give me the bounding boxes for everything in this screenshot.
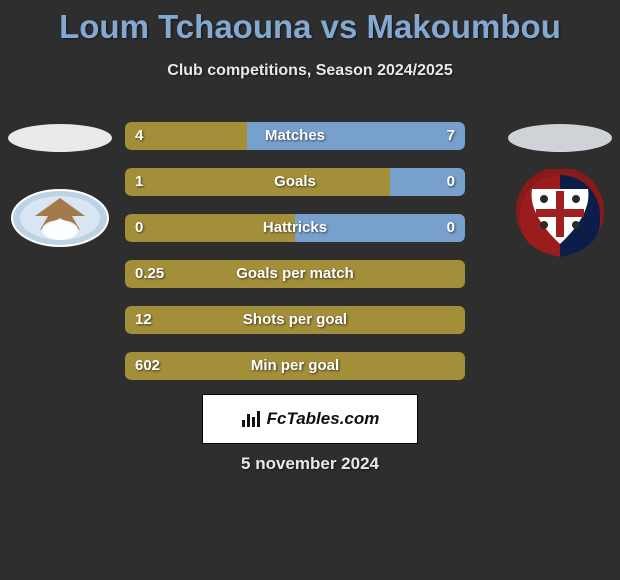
- page-subtitle: Club competitions, Season 2024/2025: [0, 62, 620, 80]
- snapshot-date: 5 november 2024: [0, 454, 620, 474]
- stat-right-value: 0: [447, 168, 455, 196]
- stat-left-value: 0: [135, 214, 143, 242]
- stat-label: Hattricks: [125, 214, 465, 242]
- right-club-logo: [510, 180, 610, 250]
- left-player-photo-placeholder: [8, 124, 112, 152]
- stat-left-value: 4: [135, 122, 143, 150]
- stat-bar-row: Min per goal602: [125, 352, 465, 380]
- stat-label: Goals: [125, 168, 465, 196]
- stat-bar-row: Matches4 7: [125, 122, 465, 150]
- stat-left-value: 602: [135, 352, 160, 380]
- stat-bars-container: Matches47Goals10Hattricks00Goals per mat…: [120, 110, 500, 380]
- stat-bar-row: Hattricks0 0: [125, 214, 465, 242]
- stat-right-value: 7: [447, 122, 455, 150]
- stat-left-value: 0.25: [135, 260, 164, 288]
- stat-bar-row: Goals per match0.25: [125, 260, 465, 288]
- stat-left-value: 12: [135, 306, 152, 334]
- right-player-column: [500, 110, 620, 380]
- page-title: Loum Tchaouna vs Makoumbou: [0, 0, 620, 46]
- stat-left-value: 1: [135, 168, 143, 196]
- stat-label: Min per goal: [125, 352, 465, 380]
- stat-label: Goals per match: [125, 260, 465, 288]
- left-player-column: [0, 110, 120, 380]
- stat-label: Matches: [125, 122, 465, 150]
- stat-bar-row: Shots per goal12: [125, 306, 465, 334]
- stat-label: Shots per goal: [125, 306, 465, 334]
- stat-right-value: 0: [447, 214, 455, 242]
- attribution-text: FcTables.com: [267, 409, 380, 429]
- stat-bar-row: Goals1 0: [125, 168, 465, 196]
- right-player-photo-placeholder: [508, 124, 612, 152]
- left-club-logo: [10, 180, 110, 250]
- attribution-badge: FcTables.com: [202, 394, 418, 444]
- comparison-body: Matches47Goals10Hattricks00Goals per mat…: [0, 110, 620, 380]
- chart-bars-icon: [241, 410, 261, 428]
